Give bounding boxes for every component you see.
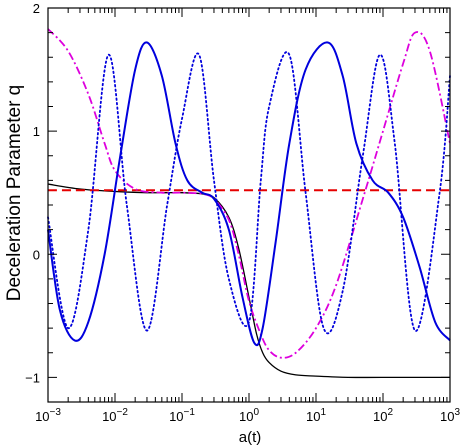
- x-tick-label: 10−1: [169, 407, 195, 424]
- x-tick-label: 103: [440, 407, 460, 424]
- x-axis-label: a(t): [239, 429, 262, 446]
- y-tick-label: 2: [33, 1, 40, 16]
- series-line-4: [47, 41, 451, 347]
- y-tick-label: −1: [25, 370, 40, 385]
- series-group: [47, 28, 451, 379]
- x-tick-label: 102: [373, 407, 393, 424]
- y-tick-label: 1: [33, 124, 40, 139]
- series-line-0: [47, 183, 450, 379]
- x-tick-label: 100: [239, 407, 259, 424]
- series-line-3: [47, 51, 451, 335]
- y-tick-label: 0: [33, 247, 40, 262]
- plot-frame: [47, 7, 451, 403]
- ticks-group: [47, 7, 451, 403]
- x-tick-label: 101: [306, 407, 326, 424]
- y-axis-label: Deceleration Parameter q: [4, 85, 25, 302]
- x-tick-label: 10−3: [35, 407, 61, 424]
- x-tick-label: 10−2: [102, 407, 128, 424]
- tick-labels-group: 10−3 10−2 10−1 100 101 102 103 −1 0 1 2: [25, 1, 460, 424]
